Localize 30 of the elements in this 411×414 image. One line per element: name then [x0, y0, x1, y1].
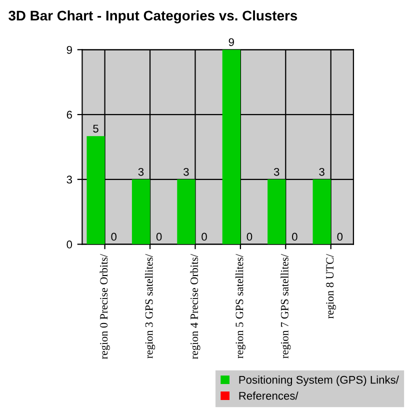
data-label: 3: [184, 168, 189, 176]
legend-label: References/: [239, 392, 298, 400]
legend-label: Positioning System (GPS) Links/: [239, 376, 399, 386]
data-label: 3: [319, 168, 324, 176]
data-label: 9: [228, 38, 234, 46]
y-tick-label: 9: [66, 46, 72, 54]
data-label: 3: [138, 168, 144, 176]
data-label: 3: [274, 168, 280, 176]
x-tick-label: region 3 GPS satellites/: [144, 254, 156, 358]
data-label: 0: [156, 232, 162, 241]
bar: [177, 179, 196, 244]
y-tick-label: 6: [66, 110, 72, 119]
x-tick-label: region 5 GPS satellites/: [235, 254, 246, 358]
x-tick-label: region 0 Precise Orbits/: [100, 254, 110, 359]
data-label: 0: [337, 232, 343, 241]
bar: [268, 179, 286, 244]
y-tick-label: 0: [66, 240, 72, 248]
data-label: 0: [246, 232, 252, 241]
bar: [312, 179, 331, 244]
chart-title: 3D Bar Chart - Input Categories vs. Clusters: [8, 10, 298, 24]
data-label: 0: [292, 232, 298, 241]
data-label: 0: [202, 232, 207, 241]
x-tick-label: region 4 Precise Orbits/: [190, 254, 200, 359]
data-label: 5: [93, 124, 98, 133]
bar: [132, 179, 150, 244]
y-tick-label: 3: [66, 176, 72, 184]
x-tick-label: region 7 GPS satellites/: [280, 254, 291, 358]
x-tick-label: region 8 UTC/: [326, 254, 336, 319]
bar: [86, 136, 105, 244]
data-label: 0: [111, 232, 116, 241]
